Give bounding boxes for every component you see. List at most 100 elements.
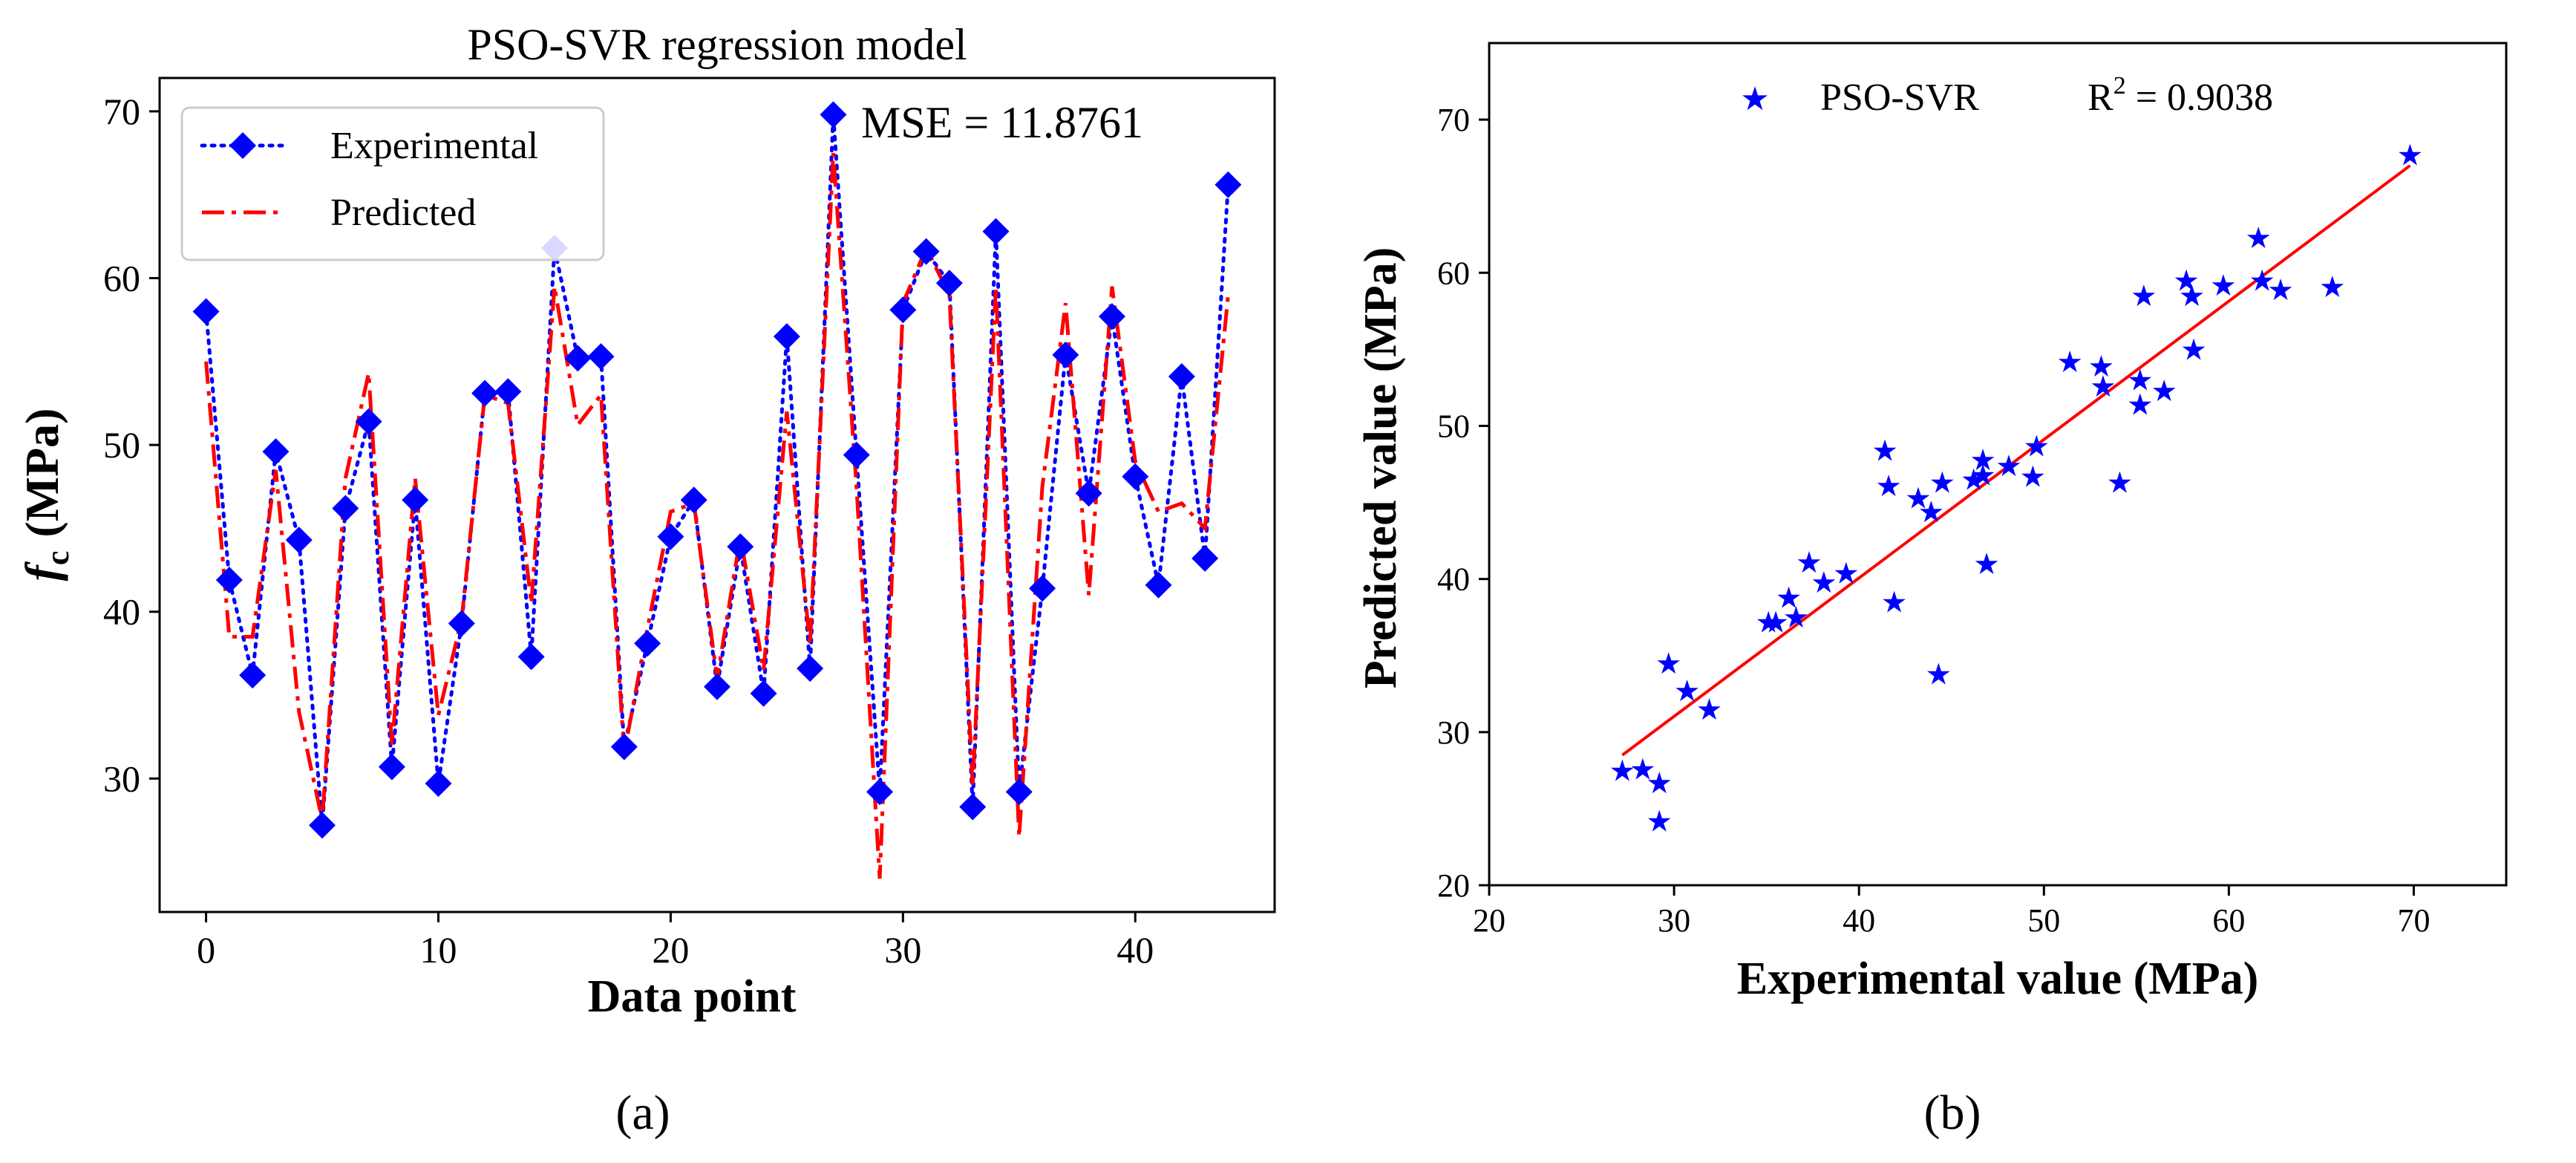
chart-a-legend-box bbox=[180, 106, 605, 261]
experimental-point bbox=[564, 345, 592, 372]
experimental-point bbox=[471, 379, 499, 407]
chart-a-title: PSO-SVR regression model bbox=[467, 20, 967, 69]
experimental-point bbox=[750, 680, 777, 707]
experimental-point bbox=[657, 523, 684, 550]
scatter-point: ★ bbox=[1655, 647, 1682, 680]
legend-pso-svr-label: PSO-SVR bbox=[1820, 76, 1979, 119]
scatter-point: ★ bbox=[1783, 601, 1810, 634]
experimental-point bbox=[285, 527, 313, 554]
legend-r2: R2 = 0.9038 bbox=[2088, 72, 2273, 119]
chart-b-x-tick-label: 70 bbox=[2397, 902, 2430, 939]
experimental-point bbox=[866, 778, 894, 806]
experimental-point bbox=[1029, 575, 1056, 602]
svg-text:fc(MPa): fc(MPa) bbox=[16, 408, 76, 582]
scatter-point: ★ bbox=[2319, 270, 2346, 304]
scatter-point: ★ bbox=[1609, 754, 1635, 787]
chart-a-y-tick-label: 60 bbox=[103, 258, 140, 299]
scatter-point: ★ bbox=[2180, 333, 2207, 366]
scatter-point: ★ bbox=[2267, 273, 2294, 307]
experimental-point bbox=[1075, 480, 1102, 507]
chart-a-x-axis-label: Data point bbox=[588, 971, 797, 1022]
chart-b-legend: ★ PSO-SVR R2 = 0.9038 bbox=[1740, 72, 2273, 119]
chart-b-y-tick-label: 20 bbox=[1437, 867, 1470, 904]
panel-a-label: (a) bbox=[615, 1086, 670, 1140]
scatter-point: ★ bbox=[1973, 547, 2000, 581]
experimental-point bbox=[262, 438, 290, 466]
chart-a-y-label-sub: c bbox=[39, 551, 76, 566]
scatter-point: ★ bbox=[1755, 605, 1782, 639]
scatter-point: ★ bbox=[1646, 804, 1673, 838]
chart-b-y-tick-label: 30 bbox=[1437, 714, 1470, 751]
scatter-point: ★ bbox=[1776, 581, 1802, 614]
chart-a-y-axis-label: fc(MPa) bbox=[16, 408, 76, 582]
chart-b-x-tick-label: 50 bbox=[2027, 902, 2060, 939]
experimental-point bbox=[935, 270, 963, 297]
experimental-point bbox=[494, 378, 522, 405]
chart-b-x-tick-label: 30 bbox=[1658, 902, 1690, 939]
scatter-point: ★ bbox=[1674, 674, 1701, 708]
experimental-point bbox=[378, 753, 405, 781]
chart-a-y-tick-label: 40 bbox=[103, 591, 140, 633]
chart-b-y-tick-label: 50 bbox=[1437, 408, 1470, 444]
experimental-point bbox=[959, 793, 987, 821]
experimental-point bbox=[1215, 171, 1242, 198]
scatter-point: ★ bbox=[2245, 221, 2272, 255]
experimental-point bbox=[797, 655, 824, 683]
chart-a-legend: Experimental Predicted bbox=[180, 106, 605, 261]
panel-b-label: (b) bbox=[1924, 1086, 1981, 1140]
scatter-point: ★ bbox=[2056, 345, 2083, 379]
experimental-point bbox=[610, 733, 638, 760]
scatter-point: ★ bbox=[1905, 481, 1932, 515]
experimental-point bbox=[332, 495, 359, 522]
scatter-point: ★ bbox=[1925, 657, 1952, 691]
chart-a-y-tick-label: 30 bbox=[103, 758, 140, 799]
experimental-point bbox=[402, 486, 429, 514]
scatter-point: ★ bbox=[1995, 449, 2022, 483]
series-experimental-line bbox=[204, 114, 1230, 826]
chart-a-mse-annotation: MSE = 11.8761 bbox=[861, 98, 1143, 147]
chart-a-y-label-unit: (MPa) bbox=[16, 408, 68, 538]
chart-a-x-ticks: 0 10 20 30 40 bbox=[197, 912, 1154, 971]
chart-b-y-ticks: 20 30 40 50 60 70 bbox=[1437, 102, 1489, 904]
scatter-point: ★ bbox=[2397, 139, 2424, 172]
experimental-point bbox=[1052, 341, 1079, 368]
experimental-point bbox=[517, 643, 545, 671]
legend-experimental-marker bbox=[229, 132, 256, 159]
chart-b-x-tick-label: 20 bbox=[1473, 902, 1506, 939]
experimental-point bbox=[1098, 303, 1125, 330]
chart-b-x-ticks: 20 30 40 50 60 70 bbox=[1473, 885, 2430, 939]
experimental-point bbox=[704, 673, 730, 700]
chart-a-y-ticks: 30 40 50 60 70 bbox=[103, 91, 160, 799]
experimental-point bbox=[727, 533, 754, 561]
scatter-point: ★ bbox=[2023, 429, 2050, 463]
scatter-point: ★ bbox=[2127, 364, 2154, 397]
scatter-point: ★ bbox=[2173, 264, 2200, 298]
chart-a-x-tick-label: 20 bbox=[652, 929, 689, 971]
experimental-point bbox=[1191, 544, 1219, 572]
experimental-point bbox=[215, 567, 243, 594]
chart-a-x-tick-label: 10 bbox=[420, 929, 457, 971]
experimental-point bbox=[680, 486, 707, 514]
scatter-point: ★ bbox=[1646, 766, 1673, 800]
scatter-point: ★ bbox=[1875, 469, 1902, 503]
chart-b-plot-frame bbox=[1488, 42, 2508, 887]
experimental-point bbox=[309, 812, 336, 839]
legend-r2-exponent: 2 bbox=[2114, 72, 2126, 100]
chart-b-y-axis-label: Predicted value (MPa) bbox=[1356, 247, 1406, 689]
scatter-point: ★ bbox=[2106, 466, 2133, 500]
experimental-point bbox=[355, 408, 382, 435]
scatter-point: ★ bbox=[1881, 586, 1908, 619]
legend-experimental-label: Experimental bbox=[330, 125, 538, 167]
scatter-point: ★ bbox=[2249, 264, 2275, 298]
experimental-point bbox=[1168, 363, 1195, 391]
scatter-point: ★ bbox=[2090, 370, 2116, 403]
experimental-point bbox=[1145, 571, 1172, 599]
experimental-point bbox=[448, 610, 475, 637]
experimental-point bbox=[773, 323, 800, 351]
experimental-point bbox=[889, 296, 917, 324]
chart-a-plot-area bbox=[192, 101, 1242, 879]
chart-a-y-tick-label: 70 bbox=[103, 91, 140, 132]
scatter-point: ★ bbox=[1969, 443, 1996, 477]
legend-r2-value: = 0.9038 bbox=[2126, 76, 2273, 119]
